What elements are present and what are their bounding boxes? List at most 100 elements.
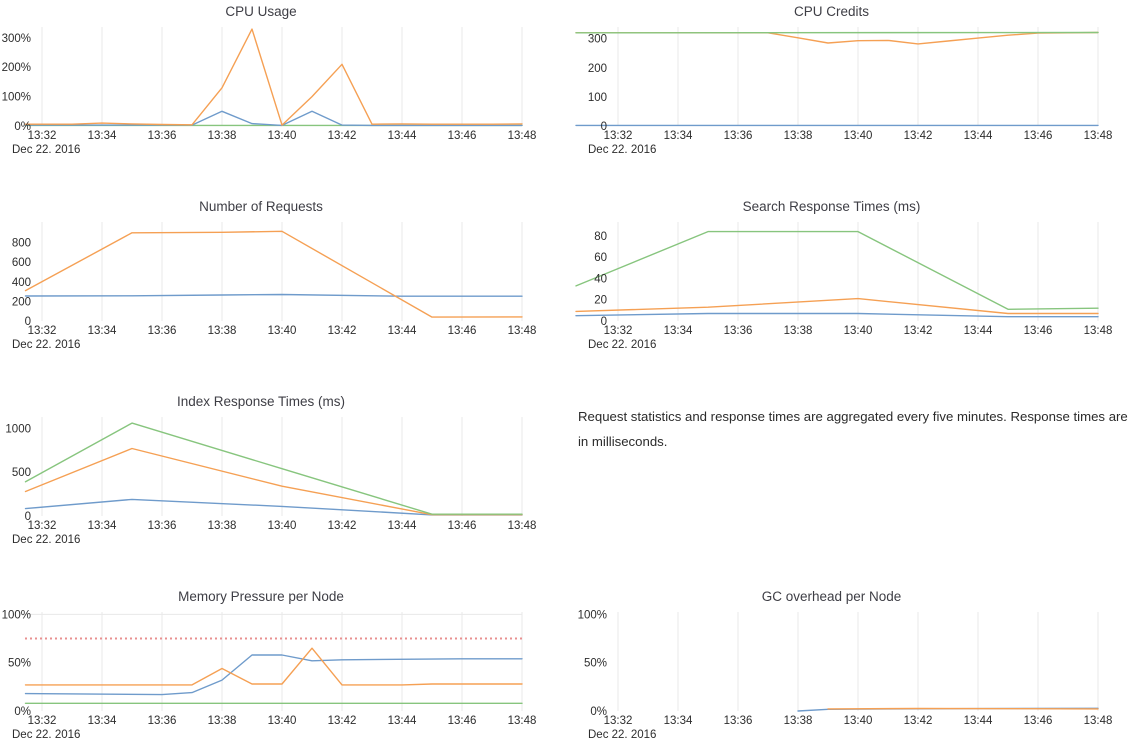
- x-tick-label: 13:34: [88, 325, 117, 337]
- x-axis-date-label: Dec 22. 2016: [588, 339, 656, 351]
- cpu-credits-plot: 0 100 200 300 13:32 13:34 13:36 13:38 13:40 13:42…: [575, 27, 1113, 156]
- x-tick-label: 13:32: [604, 130, 633, 142]
- y-tick-label: 200: [12, 296, 31, 308]
- series-blue-line: [24, 654, 523, 696]
- x-tick-label: 13:42: [328, 520, 357, 532]
- x-tick-label: 13:36: [724, 715, 753, 727]
- series-orange-line: [24, 230, 523, 318]
- y-tick-label: 500: [12, 467, 31, 479]
- note-text: Request statistics and response times ar…: [578, 409, 1128, 449]
- series-orange-line: [24, 647, 523, 686]
- index-response-times-plot: 0 500 1000 13:32 13:34 13:36 13:38 13:40 13:42 13…: [5, 417, 536, 546]
- y-tick-label: 600: [12, 257, 31, 269]
- x-tick-label: 13:32: [28, 130, 57, 142]
- x-tick-label: 13:36: [724, 325, 753, 337]
- x-tick-label: 13:36: [148, 325, 177, 337]
- chart-title-cpu-credits: CPU Credits: [793, 4, 869, 19]
- x-tick-label: 13:32: [28, 715, 57, 727]
- x-tick-label: 13:32: [604, 325, 633, 337]
- x-tick-label: 13:48: [508, 130, 537, 142]
- chart-memory-pressure: Memory Pressure per Node 0% 50% 100% 13:32 1…: [0, 585, 565, 741]
- x-tick-label: 13:48: [508, 715, 537, 727]
- x-tick-label: 13:34: [88, 520, 117, 532]
- x-tick-label: 13:38: [208, 130, 237, 142]
- series-green-line: [575, 230, 1099, 311]
- x-tick-label: 13:46: [1024, 130, 1053, 142]
- x-tick-label: 13:44: [388, 520, 417, 532]
- chart-title-memory-pressure: Memory Pressure per Node: [178, 589, 344, 604]
- y-tick-label: 80: [594, 231, 607, 243]
- x-tick-label: 13:46: [448, 715, 477, 727]
- x-tick-label: 13:38: [208, 715, 237, 727]
- x-tick-label: 13:34: [88, 130, 117, 142]
- x-tick-label: 13:36: [724, 130, 753, 142]
- x-tick-label: 13:36: [148, 520, 177, 532]
- x-tick-label: 13:36: [148, 715, 177, 727]
- x-tick-label: 13:38: [208, 325, 237, 337]
- series-orange-line: [575, 31, 1099, 45]
- chart-search-response-times: Search Response Times (ms) 0 20 40 60 80 13:3…: [565, 195, 1130, 355]
- x-tick-label: 13:40: [268, 520, 297, 532]
- x-tick-label: 13:46: [1024, 325, 1053, 337]
- x-tick-label: 13:38: [208, 520, 237, 532]
- y-tick-label: 300: [588, 34, 607, 46]
- x-tick-label: 13:40: [268, 325, 297, 337]
- y-tick-label: 1000: [5, 423, 31, 435]
- x-tick-label: 13:48: [1084, 715, 1113, 727]
- cpu-usage-plot: 0% 100% 200% 300% 13:32 13:34 13:36 13:38 13:40 1…: [2, 27, 537, 156]
- chart-title-index-response-times: Index Response Times (ms): [176, 394, 346, 409]
- memory-pressure-plot: 0% 50% 100% 13:32 13:34 13:36 13:38 13:40 13:42 1…: [2, 609, 537, 741]
- y-tick-label: 20: [594, 295, 607, 307]
- x-axis-date-label: Dec 22. 2016: [12, 534, 80, 546]
- x-tick-label: 13:42: [904, 325, 933, 337]
- x-tick-label: 13:36: [148, 130, 177, 142]
- x-tick-label: 13:38: [784, 325, 813, 337]
- y-tick-label: 40: [594, 273, 607, 285]
- x-tick-label: 13:38: [784, 130, 813, 142]
- chart-title-gc-overhead: GC overhead per Node: [761, 589, 902, 604]
- x-tick-label: 13:40: [268, 715, 297, 727]
- y-tick-label: 0: [25, 511, 31, 523]
- x-axis-date-label: Dec 22. 2016: [588, 144, 656, 156]
- x-tick-label: 13:42: [904, 715, 933, 727]
- x-tick-label: 13:42: [904, 130, 933, 142]
- x-tick-label: 13:46: [448, 520, 477, 532]
- number-of-requests-plot: 0 200 400 600 800 13:32 13:34 13:36 13:38 13:40 13…: [12, 222, 537, 351]
- y-tick-label: 0%: [14, 706, 31, 718]
- x-axis-date-label: Dec 22. 2016: [12, 144, 80, 156]
- chart-number-of-requests: Number of Requests 0 200 400 600 800 13:32 13:…: [0, 195, 565, 355]
- y-tick-label: 50%: [584, 658, 607, 670]
- chart-title-number-of-requests: Number of Requests: [199, 199, 323, 214]
- series-orange-line: [24, 28, 523, 126]
- x-tick-label: 13:48: [1084, 130, 1113, 142]
- chart-title-cpu-usage: CPU Usage: [225, 4, 297, 19]
- x-tick-label: 13:46: [448, 130, 477, 142]
- x-tick-label: 13:44: [964, 715, 993, 727]
- y-tick-label: 0%: [14, 121, 31, 133]
- series-green-line: [24, 422, 523, 515]
- y-tick-label: 0: [25, 316, 31, 328]
- x-tick-label: 13:46: [1024, 715, 1053, 727]
- x-tick-label: 13:40: [844, 130, 873, 142]
- x-tick-label: 13:40: [844, 715, 873, 727]
- y-tick-label: 400: [12, 277, 31, 289]
- x-tick-label: 13:34: [664, 130, 693, 142]
- chart-cpu-usage: CPU Usage 0% 100% 200% 300% 13:32 13:34 13:36 1…: [0, 0, 565, 160]
- y-tick-label: 100%: [2, 92, 31, 104]
- series-blue-line: [575, 312, 1099, 318]
- x-tick-label: 13:42: [328, 130, 357, 142]
- x-tick-label: 13:34: [664, 325, 693, 337]
- x-tick-label: 13:32: [604, 715, 633, 727]
- x-tick-label: 13:38: [784, 715, 813, 727]
- y-tick-label: 200: [588, 63, 607, 75]
- series-blue-line: [24, 293, 523, 297]
- y-tick-label: 200%: [2, 62, 31, 74]
- x-tick-label: 13:42: [328, 325, 357, 337]
- gc-overhead-plot: 0% 50% 100% 13:32 13:34 13:36 13:38 13:40 13:42 1…: [578, 609, 1113, 741]
- x-tick-label: 13:44: [964, 130, 993, 142]
- series-blue-line: [24, 498, 523, 516]
- x-tick-label: 13:48: [508, 325, 537, 337]
- chart-index-response-times: Index Response Times (ms) 0 500 1000 13:32 1…: [0, 390, 565, 550]
- x-tick-label: 13:44: [388, 325, 417, 337]
